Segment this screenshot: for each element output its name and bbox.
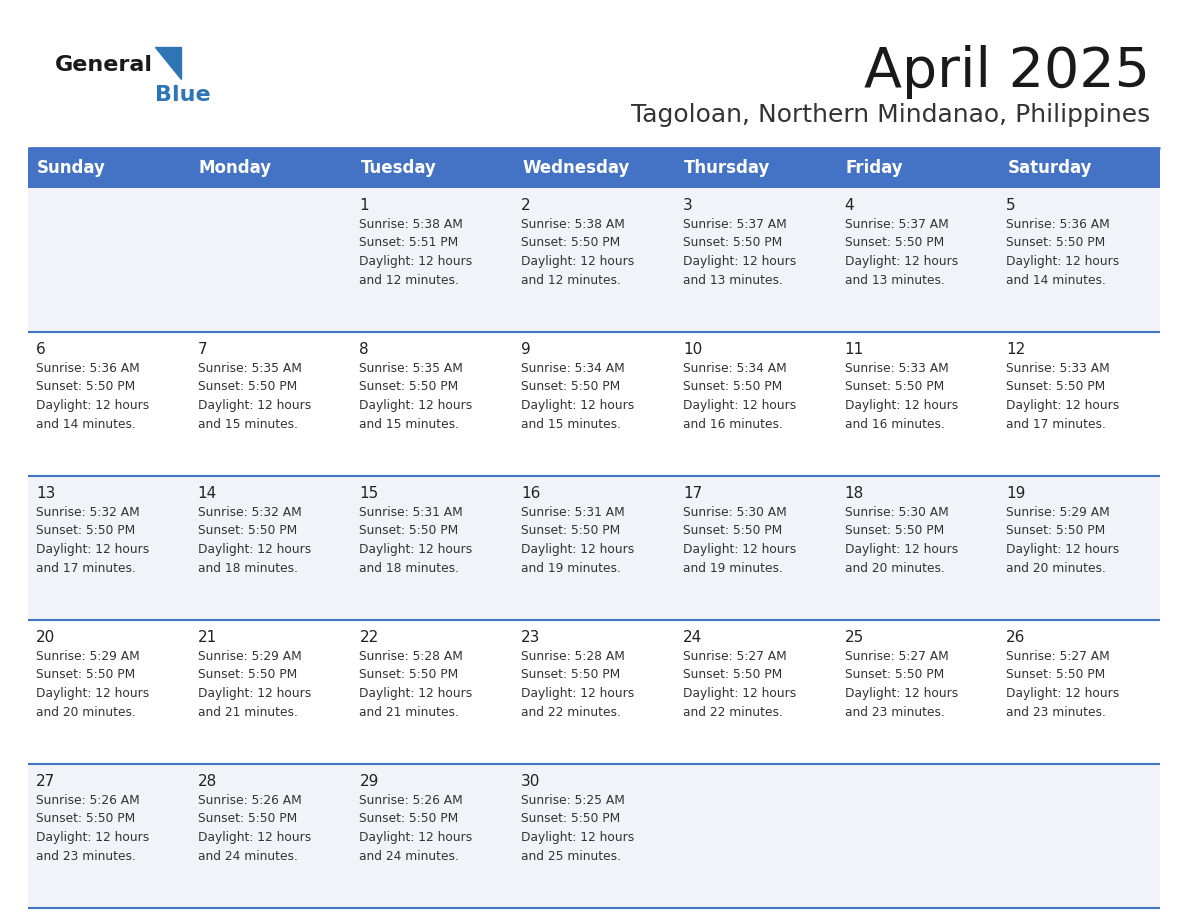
Text: Tuesday: Tuesday <box>360 159 436 177</box>
Bar <box>998 148 1159 188</box>
Text: Sunrise: 5:29 AM
Sunset: 5:50 PM
Daylight: 12 hours
and 20 minutes.: Sunrise: 5:29 AM Sunset: 5:50 PM Dayligh… <box>1006 506 1119 575</box>
Text: Sunrise: 5:34 AM
Sunset: 5:50 PM
Daylight: 12 hours
and 16 minutes.: Sunrise: 5:34 AM Sunset: 5:50 PM Dayligh… <box>683 362 796 431</box>
Text: 24: 24 <box>683 630 702 645</box>
Text: Sunrise: 5:25 AM
Sunset: 5:50 PM
Daylight: 12 hours
and 25 minutes.: Sunrise: 5:25 AM Sunset: 5:50 PM Dayligh… <box>522 794 634 863</box>
Text: Sunrise: 5:30 AM
Sunset: 5:50 PM
Daylight: 12 hours
and 19 minutes.: Sunrise: 5:30 AM Sunset: 5:50 PM Dayligh… <box>683 506 796 575</box>
Bar <box>352 148 513 188</box>
Text: 10: 10 <box>683 342 702 357</box>
Text: Saturday: Saturday <box>1007 159 1092 177</box>
Text: Thursday: Thursday <box>684 159 770 177</box>
Bar <box>29 764 1159 908</box>
Text: Monday: Monday <box>198 159 272 177</box>
Text: Sunrise: 5:27 AM
Sunset: 5:50 PM
Daylight: 12 hours
and 23 minutes.: Sunrise: 5:27 AM Sunset: 5:50 PM Dayligh… <box>845 650 958 719</box>
Text: 19: 19 <box>1006 486 1025 501</box>
Text: Sunrise: 5:35 AM
Sunset: 5:50 PM
Daylight: 12 hours
and 15 minutes.: Sunrise: 5:35 AM Sunset: 5:50 PM Dayligh… <box>197 362 311 431</box>
Text: 23: 23 <box>522 630 541 645</box>
Text: Sunrise: 5:29 AM
Sunset: 5:50 PM
Daylight: 12 hours
and 20 minutes.: Sunrise: 5:29 AM Sunset: 5:50 PM Dayligh… <box>36 650 150 719</box>
Text: 27: 27 <box>36 774 56 789</box>
Text: Sunrise: 5:32 AM
Sunset: 5:50 PM
Daylight: 12 hours
and 17 minutes.: Sunrise: 5:32 AM Sunset: 5:50 PM Dayligh… <box>36 506 150 575</box>
Text: 20: 20 <box>36 630 56 645</box>
Text: Sunrise: 5:26 AM
Sunset: 5:50 PM
Daylight: 12 hours
and 24 minutes.: Sunrise: 5:26 AM Sunset: 5:50 PM Dayligh… <box>197 794 311 863</box>
Bar <box>513 148 675 188</box>
Text: 9: 9 <box>522 342 531 357</box>
Text: 17: 17 <box>683 486 702 501</box>
Text: 26: 26 <box>1006 630 1025 645</box>
Text: 7: 7 <box>197 342 208 357</box>
Text: Sunrise: 5:26 AM
Sunset: 5:50 PM
Daylight: 12 hours
and 23 minutes.: Sunrise: 5:26 AM Sunset: 5:50 PM Dayligh… <box>36 794 150 863</box>
Polygon shape <box>154 47 181 79</box>
Text: 3: 3 <box>683 198 693 213</box>
Text: Sunrise: 5:27 AM
Sunset: 5:50 PM
Daylight: 12 hours
and 22 minutes.: Sunrise: 5:27 AM Sunset: 5:50 PM Dayligh… <box>683 650 796 719</box>
Text: Sunrise: 5:38 AM
Sunset: 5:50 PM
Daylight: 12 hours
and 12 minutes.: Sunrise: 5:38 AM Sunset: 5:50 PM Dayligh… <box>522 218 634 286</box>
Text: Sunrise: 5:32 AM
Sunset: 5:50 PM
Daylight: 12 hours
and 18 minutes.: Sunrise: 5:32 AM Sunset: 5:50 PM Dayligh… <box>197 506 311 575</box>
Text: Sunrise: 5:33 AM
Sunset: 5:50 PM
Daylight: 12 hours
and 17 minutes.: Sunrise: 5:33 AM Sunset: 5:50 PM Dayligh… <box>1006 362 1119 431</box>
Bar <box>29 188 1159 332</box>
Text: Sunrise: 5:29 AM
Sunset: 5:50 PM
Daylight: 12 hours
and 21 minutes.: Sunrise: 5:29 AM Sunset: 5:50 PM Dayligh… <box>197 650 311 719</box>
Text: 28: 28 <box>197 774 217 789</box>
Text: Sunrise: 5:27 AM
Sunset: 5:50 PM
Daylight: 12 hours
and 23 minutes.: Sunrise: 5:27 AM Sunset: 5:50 PM Dayligh… <box>1006 650 1119 719</box>
Text: 12: 12 <box>1006 342 1025 357</box>
Text: General: General <box>55 55 153 75</box>
Text: April 2025: April 2025 <box>864 45 1150 99</box>
Text: Tagoloan, Northern Mindanao, Philippines: Tagoloan, Northern Mindanao, Philippines <box>631 103 1150 127</box>
Text: 18: 18 <box>845 486 864 501</box>
Text: Sunrise: 5:28 AM
Sunset: 5:50 PM
Daylight: 12 hours
and 22 minutes.: Sunrise: 5:28 AM Sunset: 5:50 PM Dayligh… <box>522 650 634 719</box>
Text: 29: 29 <box>360 774 379 789</box>
Text: Sunrise: 5:37 AM
Sunset: 5:50 PM
Daylight: 12 hours
and 13 minutes.: Sunrise: 5:37 AM Sunset: 5:50 PM Dayligh… <box>845 218 958 286</box>
Text: 21: 21 <box>197 630 217 645</box>
Text: 14: 14 <box>197 486 217 501</box>
Bar <box>836 148 998 188</box>
Bar <box>190 148 352 188</box>
Bar <box>29 476 1159 620</box>
Bar <box>29 332 1159 476</box>
Text: Sunrise: 5:31 AM
Sunset: 5:50 PM
Daylight: 12 hours
and 18 minutes.: Sunrise: 5:31 AM Sunset: 5:50 PM Dayligh… <box>360 506 473 575</box>
Text: 16: 16 <box>522 486 541 501</box>
Text: Sunrise: 5:26 AM
Sunset: 5:50 PM
Daylight: 12 hours
and 24 minutes.: Sunrise: 5:26 AM Sunset: 5:50 PM Dayligh… <box>360 794 473 863</box>
Text: Friday: Friday <box>846 159 903 177</box>
Text: 13: 13 <box>36 486 56 501</box>
Text: Sunday: Sunday <box>37 159 106 177</box>
Text: Sunrise: 5:33 AM
Sunset: 5:50 PM
Daylight: 12 hours
and 16 minutes.: Sunrise: 5:33 AM Sunset: 5:50 PM Dayligh… <box>845 362 958 431</box>
Text: Sunrise: 5:28 AM
Sunset: 5:50 PM
Daylight: 12 hours
and 21 minutes.: Sunrise: 5:28 AM Sunset: 5:50 PM Dayligh… <box>360 650 473 719</box>
Text: 4: 4 <box>845 198 854 213</box>
Text: 22: 22 <box>360 630 379 645</box>
Bar <box>29 620 1159 764</box>
Text: Sunrise: 5:36 AM
Sunset: 5:50 PM
Daylight: 12 hours
and 14 minutes.: Sunrise: 5:36 AM Sunset: 5:50 PM Dayligh… <box>1006 218 1119 286</box>
Bar <box>675 148 836 188</box>
Text: Sunrise: 5:35 AM
Sunset: 5:50 PM
Daylight: 12 hours
and 15 minutes.: Sunrise: 5:35 AM Sunset: 5:50 PM Dayligh… <box>360 362 473 431</box>
Text: 1: 1 <box>360 198 369 213</box>
Text: 5: 5 <box>1006 198 1016 213</box>
Text: 11: 11 <box>845 342 864 357</box>
Text: 15: 15 <box>360 486 379 501</box>
Text: 6: 6 <box>36 342 46 357</box>
Text: Sunrise: 5:36 AM
Sunset: 5:50 PM
Daylight: 12 hours
and 14 minutes.: Sunrise: 5:36 AM Sunset: 5:50 PM Dayligh… <box>36 362 150 431</box>
Text: Sunrise: 5:37 AM
Sunset: 5:50 PM
Daylight: 12 hours
and 13 minutes.: Sunrise: 5:37 AM Sunset: 5:50 PM Dayligh… <box>683 218 796 286</box>
Text: 30: 30 <box>522 774 541 789</box>
Bar <box>29 148 190 188</box>
Text: 2: 2 <box>522 198 531 213</box>
Text: 8: 8 <box>360 342 369 357</box>
Text: Blue: Blue <box>154 85 210 105</box>
Text: 25: 25 <box>845 630 864 645</box>
Text: Sunrise: 5:31 AM
Sunset: 5:50 PM
Daylight: 12 hours
and 19 minutes.: Sunrise: 5:31 AM Sunset: 5:50 PM Dayligh… <box>522 506 634 575</box>
Text: Sunrise: 5:30 AM
Sunset: 5:50 PM
Daylight: 12 hours
and 20 minutes.: Sunrise: 5:30 AM Sunset: 5:50 PM Dayligh… <box>845 506 958 575</box>
Text: Sunrise: 5:34 AM
Sunset: 5:50 PM
Daylight: 12 hours
and 15 minutes.: Sunrise: 5:34 AM Sunset: 5:50 PM Dayligh… <box>522 362 634 431</box>
Text: Wednesday: Wednesday <box>523 159 630 177</box>
Text: Sunrise: 5:38 AM
Sunset: 5:51 PM
Daylight: 12 hours
and 12 minutes.: Sunrise: 5:38 AM Sunset: 5:51 PM Dayligh… <box>360 218 473 286</box>
